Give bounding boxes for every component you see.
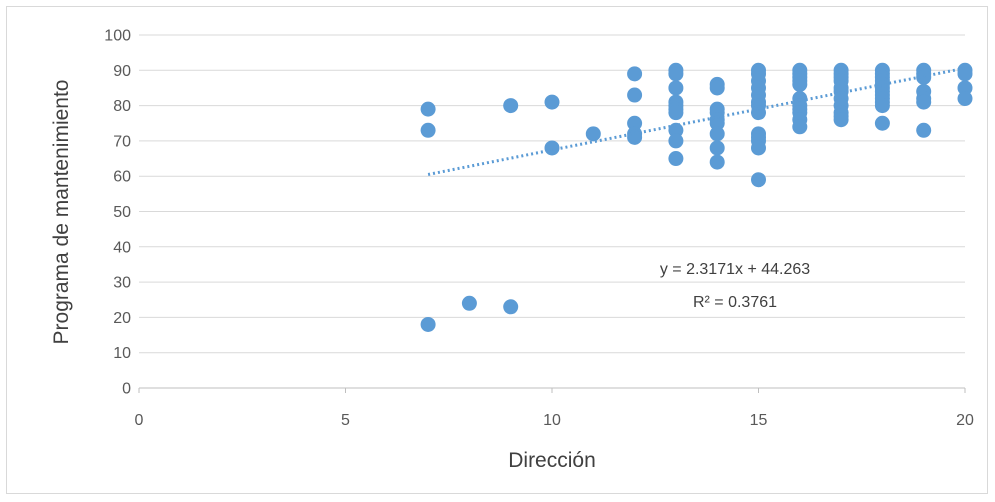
- y-tick-label: 100: [104, 28, 131, 45]
- data-point: [420, 101, 436, 117]
- data-point: [627, 115, 643, 131]
- tick-labels: 0 10 20 30 40 50 60 70 80 90 100 0 5 10 15 20: [104, 28, 974, 430]
- data-point: [544, 140, 560, 156]
- x-tick-label: 10: [543, 412, 561, 429]
- y-tick-label: 50: [113, 204, 131, 221]
- y-tick-label: 40: [113, 239, 131, 256]
- data-point: [668, 66, 684, 82]
- data-point: [668, 122, 684, 138]
- gridlines: [139, 34, 965, 354]
- x-axis-label: Dirección: [508, 449, 596, 472]
- data-point: [627, 66, 643, 82]
- data-point: [916, 122, 932, 138]
- data-point: [957, 66, 973, 82]
- data-point: [709, 140, 725, 156]
- axes: [138, 387, 966, 393]
- chart-frame: [6, 6, 988, 494]
- data-point: [709, 154, 725, 170]
- y-axis-label: Programa de mantenimiento: [50, 80, 73, 345]
- trendline-layer: [427, 66, 966, 176]
- trendline-r-squared: R² = 0.3761: [693, 294, 777, 311]
- trendline-equation: y = 2.3171x + 44.263: [660, 261, 810, 278]
- x-tick-label: 15: [750, 412, 768, 429]
- y-tick-label: 60: [113, 169, 131, 186]
- data-point: [668, 105, 684, 121]
- data-point: [751, 105, 766, 121]
- data-point: [585, 126, 601, 142]
- data-point: [751, 172, 766, 188]
- y-tick-label: 10: [113, 345, 131, 362]
- y-tick-label: 90: [113, 63, 131, 80]
- data-point: [668, 151, 684, 167]
- data-point: [503, 299, 519, 315]
- data-point: [627, 87, 643, 103]
- trendline: [427, 66, 966, 176]
- y-tick-label: 20: [113, 310, 131, 327]
- data-point: [503, 98, 519, 114]
- y-tick-label: 0: [122, 381, 131, 398]
- data-point: [874, 98, 890, 114]
- y-tick-label: 80: [113, 98, 131, 115]
- data-points: [420, 62, 973, 332]
- data-point: [668, 80, 684, 96]
- data-point: [420, 316, 436, 332]
- x-tick-label: 5: [341, 412, 350, 429]
- x-tick-label: 20: [956, 412, 974, 429]
- data-point: [709, 126, 725, 142]
- data-point: [751, 140, 766, 156]
- data-point: [792, 76, 808, 92]
- data-point: [544, 94, 560, 110]
- data-point: [792, 119, 808, 135]
- y-tick-label: 70: [113, 133, 131, 150]
- data-point: [957, 91, 973, 107]
- data-point: [833, 112, 849, 128]
- data-point: [668, 133, 684, 149]
- data-point: [420, 122, 436, 138]
- x-tick-label: 0: [135, 412, 144, 429]
- data-point: [874, 115, 890, 131]
- data-point: [709, 80, 725, 96]
- data-point: [916, 94, 932, 110]
- data-point: [957, 80, 973, 96]
- y-tick-label: 30: [113, 275, 131, 292]
- data-point: [461, 295, 477, 311]
